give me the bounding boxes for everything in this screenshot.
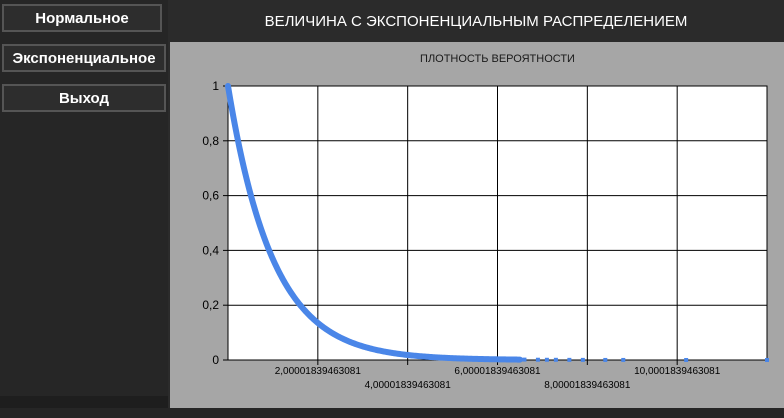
data-point	[387, 350, 392, 355]
data-point	[580, 357, 585, 362]
data-point	[351, 341, 356, 346]
data-point	[266, 246, 271, 251]
data-point	[237, 144, 242, 149]
y-tick-label: 0,2	[202, 298, 219, 312]
density-chart: ПЛОТНОСТЬ ВЕРОЯТНОСТИ 0 0,2 0,4 0,6 0,8 1 2,000…	[202, 53, 769, 391]
data-point	[324, 327, 329, 332]
data-point	[239, 154, 244, 159]
data-point	[535, 357, 540, 362]
bottom-strip	[0, 408, 784, 418]
data-point	[284, 283, 289, 288]
data-point	[248, 191, 253, 196]
data-point	[369, 346, 374, 351]
data-point	[396, 351, 401, 356]
data-point	[230, 110, 235, 115]
data-point	[234, 133, 239, 138]
data-point	[279, 275, 284, 280]
data-point	[603, 357, 608, 362]
exit-button[interactable]: Выход	[2, 84, 166, 112]
data-point	[293, 296, 298, 301]
data-point	[486, 357, 491, 362]
data-point	[241, 164, 246, 169]
data-point	[306, 312, 311, 317]
data-point	[259, 228, 264, 233]
data-point	[432, 355, 437, 360]
normal-distribution-button[interactable]: Нормальное	[2, 4, 162, 32]
data-point	[252, 207, 257, 212]
data-point	[311, 316, 316, 321]
data-point	[264, 241, 269, 246]
data-point	[459, 356, 464, 361]
data-point	[250, 199, 255, 204]
sidebar-footer	[0, 396, 168, 408]
data-point	[226, 84, 230, 88]
data-point	[268, 251, 273, 256]
data-point	[405, 353, 410, 358]
x-tick-label: 8,00001839463081	[544, 380, 631, 391]
data-point	[255, 214, 260, 219]
data-point	[508, 357, 513, 362]
data-point	[302, 307, 307, 312]
data-point	[553, 357, 558, 362]
data-point	[333, 333, 338, 338]
sidebar: Нормальное Экспоненциальное Выход	[0, 0, 168, 418]
data-point	[544, 357, 549, 362]
data-point	[684, 357, 689, 362]
chart-title: ПЛОТНОСТЬ ВЕРОЯТНОСТИ	[420, 53, 575, 65]
main-area: ВЕЛИЧИНА С ЭКСПОНЕНЦИАЛЬНЫМ РАСПРЕДЕЛЕНИ…	[168, 0, 784, 418]
data-point	[378, 348, 383, 353]
exponential-distribution-button[interactable]: Экспоненциальное	[2, 44, 166, 72]
data-point	[288, 290, 293, 295]
data-point	[315, 321, 320, 326]
data-point	[297, 302, 302, 307]
data-point	[270, 257, 275, 262]
y-tick-label: 0,8	[202, 134, 219, 148]
data-point	[495, 357, 500, 362]
x-tick-label: 4,00001839463081	[365, 380, 452, 391]
data-point	[246, 183, 251, 188]
data-point	[275, 266, 280, 271]
data-point	[261, 234, 266, 239]
data-point	[257, 221, 262, 226]
data-point	[473, 356, 478, 361]
y-tick-label: 0,4	[202, 243, 219, 257]
data-point	[419, 354, 424, 359]
y-tick-label: 0,6	[202, 189, 219, 203]
page-title: ВЕЛИЧИНА С ЭКСПОНЕНЦИАЛЬНЫМ РАСПРЕДЕЛЕНИ…	[264, 12, 688, 30]
y-tick-label: 1	[212, 79, 219, 93]
data-point	[342, 337, 347, 342]
data-point	[765, 357, 769, 362]
data-point	[621, 357, 626, 362]
x-tick-label: 2,00001839463081	[275, 366, 362, 377]
data-point	[446, 355, 451, 360]
data-point	[243, 174, 248, 179]
data-point	[228, 97, 233, 102]
data-point	[522, 357, 527, 362]
x-tick-label: 6,00001839463081	[454, 366, 541, 377]
chart-panel: ПЛОТНОСТЬ ВЕРОЯТНОСТИ 0 0,2 0,4 0,6 0,8 1 2,000…	[170, 42, 784, 408]
x-tick-label: 10,0001839463081	[634, 366, 721, 377]
data-point	[232, 122, 237, 127]
data-point	[360, 344, 365, 349]
y-tick-label: 0	[212, 353, 219, 367]
data-point	[567, 357, 572, 362]
